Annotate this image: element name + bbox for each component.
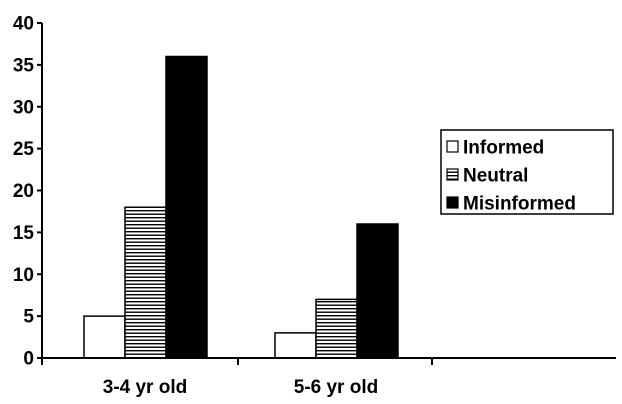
- bar-neutral-1: [124, 206, 167, 359]
- legend-box: [440, 129, 614, 215]
- y-tick-label: 35: [13, 55, 35, 76]
- bar-informed-2: [274, 332, 317, 359]
- bar-neutral-2: [315, 298, 358, 359]
- y-tick-label: 10: [13, 265, 34, 286]
- y-tick-label: 15: [13, 223, 35, 244]
- legend-swatch-informed: [446, 140, 459, 153]
- y-tick-label: 5: [23, 307, 34, 328]
- bar-misinformed-2: [356, 223, 399, 359]
- x-category-label: 5-6 yr old: [294, 377, 378, 398]
- y-tick-label: 40: [13, 14, 34, 35]
- x-category-label: 3-4 yr old: [103, 377, 187, 398]
- y-tick-label: 30: [13, 97, 34, 118]
- legend-swatch-neutral: [446, 168, 459, 181]
- y-tick-label: 0: [23, 349, 34, 370]
- legend-label-misinformed: Misinformed: [463, 194, 576, 215]
- legend-label-neutral: Neutral: [463, 166, 528, 187]
- legend-swatch-misinformed: [446, 196, 459, 209]
- bar-informed-1: [83, 315, 126, 359]
- legend-label-informed: Informed: [463, 138, 544, 159]
- bar-misinformed-1: [165, 55, 208, 359]
- y-tick-label: 20: [13, 181, 34, 202]
- y-tick-label: 25: [13, 139, 35, 160]
